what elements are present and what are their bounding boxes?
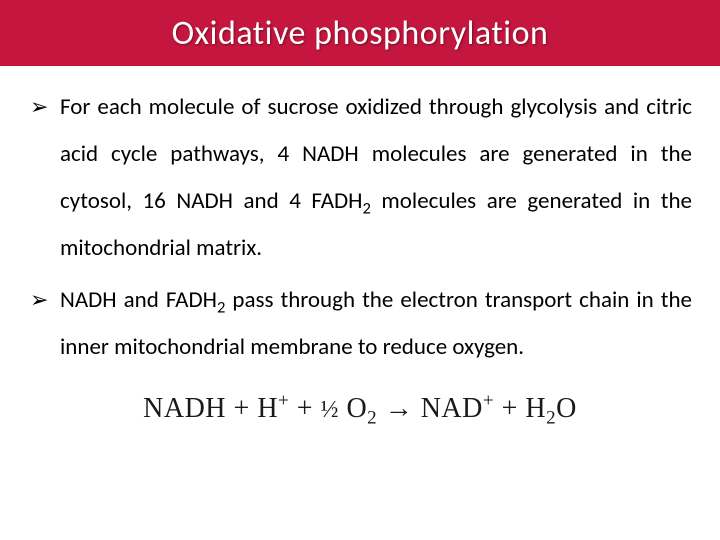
- bullet-item: NADH and FADH2 pass through the electron…: [28, 277, 692, 371]
- eq-text: O: [339, 393, 367, 424]
- bullet-list: For each molecule of sucrose oxidized th…: [28, 84, 692, 371]
- subscript: 2: [546, 407, 556, 428]
- slide-title: Oxidative phosphorylation: [172, 13, 549, 54]
- eq-text: +: [289, 393, 320, 424]
- fraction: ½: [321, 397, 339, 423]
- bullet-item: For each molecule of sucrose oxidized th…: [28, 84, 692, 273]
- eq-text: + H: [494, 393, 546, 424]
- slide-header: Oxidative phosphorylation: [0, 0, 720, 66]
- subscript: 2: [367, 407, 377, 428]
- superscript: +: [278, 391, 289, 412]
- slide-body: For each molecule of sucrose oxidized th…: [0, 66, 720, 425]
- equation-container: NADH + H+ + ½ O2 → NAD+ + H2O: [28, 393, 692, 425]
- eq-text: NADH + H: [143, 393, 278, 424]
- subscript: 2: [363, 199, 371, 219]
- bullet-text: NADH and FADH: [60, 286, 217, 314]
- chemical-equation: NADH + H+ + ½ O2 → NAD+ + H2O: [143, 393, 577, 425]
- arrow: →: [377, 393, 421, 424]
- superscript: +: [483, 391, 494, 412]
- eq-text: O: [556, 393, 577, 424]
- eq-text: NAD: [421, 393, 483, 424]
